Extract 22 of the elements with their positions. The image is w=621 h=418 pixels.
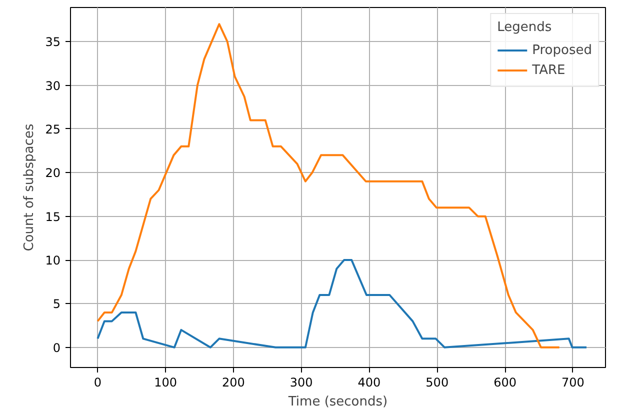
x-axis-title: Time (seconds) bbox=[287, 394, 388, 410]
y-tick-label: 25 bbox=[45, 122, 61, 136]
x-tick-label: 100 bbox=[154, 376, 178, 390]
x-tick-label: 400 bbox=[358, 376, 381, 390]
y-tick-label: 35 bbox=[45, 35, 61, 50]
y-tick-label: 0 bbox=[52, 340, 61, 355]
y-tick-label: 20 bbox=[45, 166, 61, 180]
x-tick-label: 0 bbox=[94, 376, 102, 390]
line-series bbox=[96, 259, 588, 348]
y-tick-label: 5 bbox=[52, 297, 61, 312]
x-tick-label: 300 bbox=[290, 376, 313, 390]
legend-title: Legends bbox=[497, 20, 553, 35]
y-tick-label: 10 bbox=[45, 254, 61, 268]
y-tick-label: 30 bbox=[45, 78, 61, 93]
x-tick-label: 700 bbox=[561, 376, 584, 390]
legend-label: TARE bbox=[532, 62, 566, 78]
legend-label: Proposed bbox=[532, 42, 592, 58]
x-tick-label: 600 bbox=[494, 376, 516, 390]
y-axis-title: Count of subspaces bbox=[22, 123, 38, 252]
x-tick-label: 500 bbox=[426, 376, 449, 390]
x-tick-label: 200 bbox=[222, 376, 245, 390]
y-tick-label: 15 bbox=[45, 210, 61, 224]
